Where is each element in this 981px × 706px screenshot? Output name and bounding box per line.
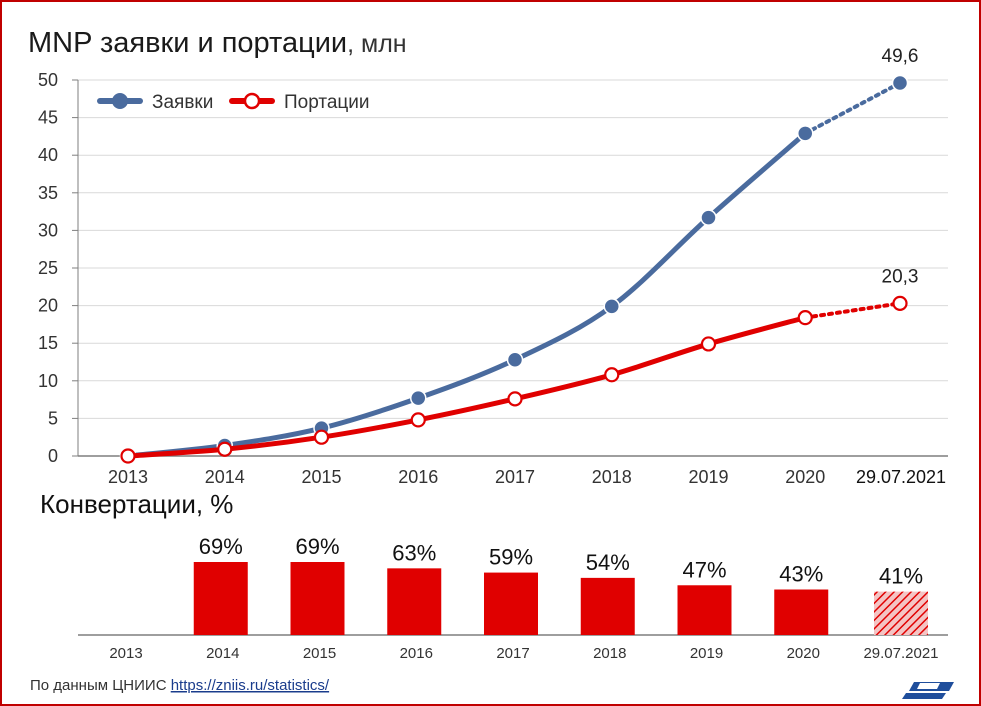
y-tick-label: 50 xyxy=(38,70,58,90)
footer-link[interactable]: https://zniis.ru/statistics/ xyxy=(171,677,330,694)
y-tick-label: 35 xyxy=(38,183,58,203)
footer-source: По данным ЦНИИС https://zniis.ru/statist… xyxy=(30,677,330,694)
y-tick-label: 15 xyxy=(38,333,58,353)
bar-chart-bars: 2013 69% 2014 69% 2015 63% 2016 59% 2017 54% 2018 4… xyxy=(78,534,948,662)
bar-value-label: 47% xyxy=(682,557,726,582)
x-tick-label: 2017 xyxy=(495,467,535,487)
legend-zayavki-label: Заявки xyxy=(152,92,213,113)
line-chart-title-main: MNP заявки и портации xyxy=(28,27,347,59)
bar xyxy=(387,568,442,635)
series-point xyxy=(603,298,620,315)
line-chart-grid xyxy=(78,79,948,419)
series-point xyxy=(891,74,909,92)
series-end-label: 49,6 xyxy=(882,46,919,67)
bar-value-label: 59% xyxy=(489,545,533,570)
x-tick-label: 2019 xyxy=(688,467,728,487)
series-point xyxy=(120,448,136,464)
series-point xyxy=(604,367,620,383)
series-projection-1 xyxy=(803,301,902,320)
bar-category-label: 2020 xyxy=(787,645,820,662)
x-tick-label: 2013 xyxy=(108,467,148,487)
y-tick-label: 40 xyxy=(38,145,58,165)
bar xyxy=(484,572,538,635)
legend-portatsii-label: Портации xyxy=(284,92,370,113)
bar-category-label: 2019 xyxy=(690,645,723,662)
y-tick-label: 0 xyxy=(48,446,58,466)
bar-category-label: 2016 xyxy=(400,645,433,662)
y-tick-label: 20 xyxy=(38,296,58,316)
series-point xyxy=(700,336,717,352)
x-tick-label: 2015 xyxy=(301,467,341,487)
bar-category-label: 2018 xyxy=(593,645,626,662)
bar-category-label: 2015 xyxy=(303,645,336,662)
bar-value-label: 63% xyxy=(392,540,436,565)
series-point xyxy=(506,351,524,368)
line-chart-x-ticks: 2013 2014 2015 2016 2017 2018 2019 2020 29.07.20… xyxy=(108,467,946,487)
x-tick-label: 2020 xyxy=(785,467,825,487)
bar xyxy=(874,591,928,635)
bar-value-label: 54% xyxy=(586,550,630,575)
zniis-logo-icon xyxy=(902,682,954,699)
series-point xyxy=(892,295,908,311)
series-point xyxy=(410,389,427,407)
bar xyxy=(193,562,248,635)
bar xyxy=(580,577,635,635)
x-tick-label: 29.07.2021 xyxy=(856,467,946,487)
line-chart-title-unit: , млн xyxy=(347,30,406,58)
line-chart-series: 49,6 20,3 xyxy=(119,46,919,465)
y-tick-label: 25 xyxy=(38,258,58,278)
series-point xyxy=(217,441,233,457)
legend-portatsii-marker xyxy=(243,92,261,110)
x-tick-label: 2014 xyxy=(205,467,245,487)
bar-value-label: 43% xyxy=(779,562,823,587)
series-point xyxy=(797,125,814,142)
bar-category-label: 2013 xyxy=(109,645,142,662)
bar-category-label: 2017 xyxy=(496,645,529,662)
y-tick-label: 5 xyxy=(48,408,58,428)
bar-value-label: 69% xyxy=(295,534,339,559)
y-tick-label: 45 xyxy=(38,108,58,128)
x-tick-label: 2016 xyxy=(398,467,438,487)
bar-category-label: 2014 xyxy=(206,645,239,662)
series-end-label: 20,3 xyxy=(882,266,919,287)
bar-value-label: 41% xyxy=(879,564,923,589)
line-legend: Заявки Портации xyxy=(97,92,370,113)
bar-category-label: 29.07.2021 xyxy=(863,645,938,662)
x-tick-label: 2018 xyxy=(592,467,632,487)
series-point xyxy=(313,429,330,445)
footer-source-text: По данным ЦНИИС xyxy=(30,677,167,694)
series-point xyxy=(797,310,813,326)
series-point xyxy=(700,209,717,226)
bar-value-label: 69% xyxy=(199,534,243,559)
line-chart-y-ticks: 0 5 10 15 20 25 30 35 40 45 50 xyxy=(38,70,948,466)
bar xyxy=(677,585,732,635)
y-tick-label: 10 xyxy=(38,371,58,391)
series-point xyxy=(410,412,426,428)
line-chart-title: MNP заявки и портации, млн xyxy=(28,27,407,59)
legend-zayavki-marker xyxy=(112,93,128,109)
series-projection-0 xyxy=(803,81,902,136)
bar xyxy=(290,562,345,635)
y-tick-label: 30 xyxy=(38,220,58,240)
series-point xyxy=(507,391,523,407)
bar-chart-title: Конвертации, % xyxy=(40,489,233,519)
bar xyxy=(774,589,829,635)
